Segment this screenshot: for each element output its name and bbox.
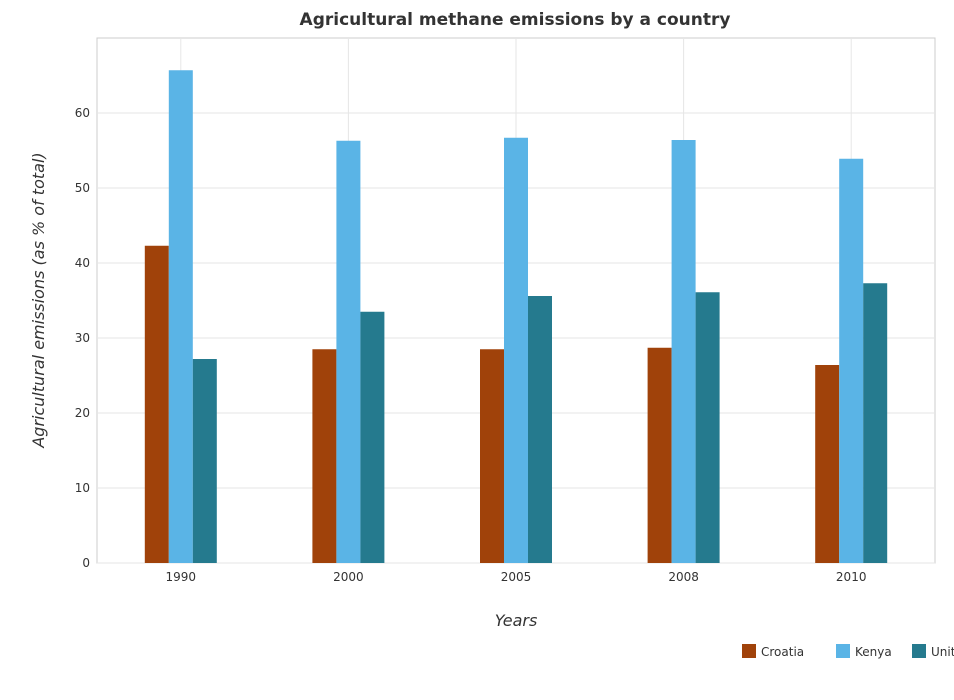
x-tick-label: 2010 [836,570,867,584]
bar-croatia [647,347,672,563]
y-tick-label: 50 [75,181,90,195]
legend-label: Kenya [855,645,892,659]
bar-croatia [480,349,504,563]
bar-united-states [863,283,888,563]
x-axis-label: Years [495,611,538,630]
x-ticks: 1990 2000 2005 2008 2010 [166,570,867,584]
y-tick-label: 30 [75,331,90,345]
legend-swatch [912,644,926,658]
bar-united-states [192,359,217,563]
bar-croatia [144,245,169,563]
x-tick-label: 2000 [333,570,364,584]
legend-swatch [836,644,850,658]
bars [144,70,888,563]
y-ticks: 0 10 20 30 40 50 60 [75,106,90,570]
legend: Croatia Kenya United States [742,644,954,659]
bar-united-states [528,296,552,563]
bar-croatia [312,349,337,563]
bar-kenya [168,70,193,563]
bar-kenya [336,140,361,563]
y-tick-label: 0 [82,556,90,570]
bar-united-states [695,292,720,563]
bar-kenya [504,137,528,563]
bar-kenya [671,140,696,563]
plot-area: 0 10 20 30 40 50 60 1990 2000 2005 2008 2010 [75,37,936,584]
y-tick-label: 40 [75,256,90,270]
y-tick-label: 60 [75,106,90,120]
x-tick-label: 1990 [166,570,197,584]
y-axis-label: Agricultural emissions (as % of total) [29,152,48,448]
bar-united-states [360,311,385,563]
chart-title: Agricultural methane emissions by a coun… [300,10,731,30]
x-tick-label: 2008 [668,570,699,584]
bar-croatia [815,365,840,563]
y-tick-label: 20 [75,406,90,420]
legend-label: United States [931,645,954,659]
legend-label: Croatia [761,645,804,659]
legend-swatch [742,644,756,658]
x-tick-label: 2005 [501,570,532,584]
y-tick-label: 10 [75,481,90,495]
bar-kenya [839,158,864,563]
